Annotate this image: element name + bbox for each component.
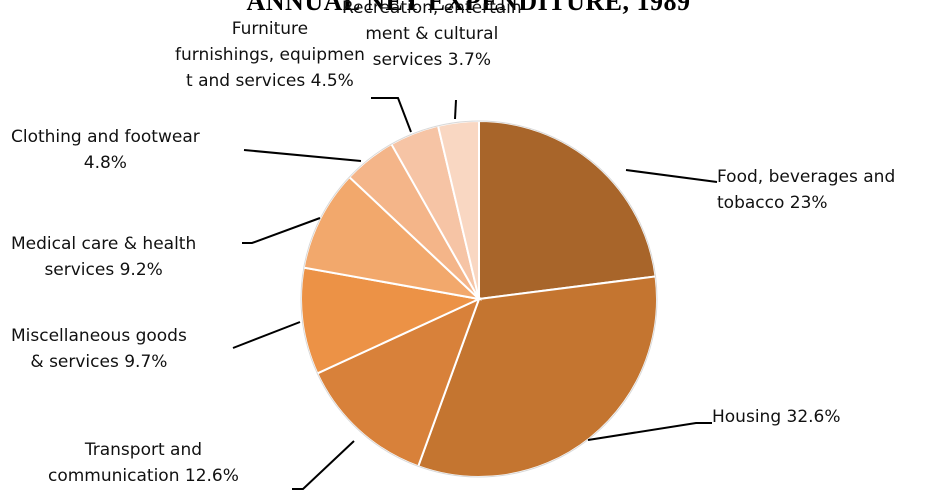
- slice-label-line: Recreation, entertain: [342, 0, 522, 18]
- slice-label-food: Food, beverages and tobacco 23%: [717, 164, 895, 216]
- slice-label-line: furnishings, equipmen: [175, 45, 365, 65]
- pie-slice-food: [478, 119, 657, 301]
- slice-label-medical: Medical care & health services 9.2%: [11, 231, 196, 283]
- pie-outline: [300, 120, 658, 478]
- leader-line-transport: [292, 440, 355, 490]
- slice-label-line: services 3.7%: [372, 50, 491, 70]
- slice-label-line: Miscellaneous goods: [11, 326, 187, 346]
- leader-line-recreation: [454, 99, 457, 120]
- slice-label-transport: Transport and communication 12.6%: [48, 437, 239, 489]
- slice-label-line: Clothing and footwear: [11, 127, 200, 147]
- slice-label-misc: Miscellaneous goods & services 9.7%: [11, 323, 187, 375]
- slice-label-recreation: Recreation, entertain ment & cultural serv…: [342, 0, 522, 73]
- leader-line-housing: [587, 422, 712, 441]
- slice-label-line: t and services 4.5%: [186, 71, 354, 91]
- slice-label-line: communication 12.6%: [48, 466, 239, 486]
- slice-label-line: tobacco 23%: [717, 193, 828, 213]
- slice-label-line: Food, beverages and: [717, 167, 896, 187]
- slice-label-clothing: Clothing and footwear 4.8%: [11, 124, 200, 176]
- leader-line-furniture: [371, 97, 412, 133]
- leader-line-food: [625, 169, 718, 183]
- slice-label-line: Housing 32.6%: [712, 407, 841, 427]
- slice-label-line: & services 9.7%: [30, 352, 168, 372]
- leader-line-clothing: [243, 149, 362, 162]
- slice-label-furniture: Furniture furnishings, equipmen t and serv…: [175, 16, 365, 94]
- slice-label-line: Furniture: [231, 19, 309, 39]
- slice-label-housing: Housing 32.6%: [712, 404, 841, 430]
- slice-label-line: services 9.2%: [44, 260, 163, 280]
- slice-label-line: ment & cultural: [365, 24, 499, 44]
- leader-line-misc: [232, 321, 301, 349]
- slice-label-line: Medical care & health: [11, 234, 197, 254]
- leader-line-medical: [242, 217, 321, 244]
- slice-label-line: 4.8%: [83, 153, 127, 173]
- chart-title: ANNUAL NET EXPENDITURE, 1989: [246, 0, 691, 16]
- slice-label-line: Transport and: [84, 440, 203, 460]
